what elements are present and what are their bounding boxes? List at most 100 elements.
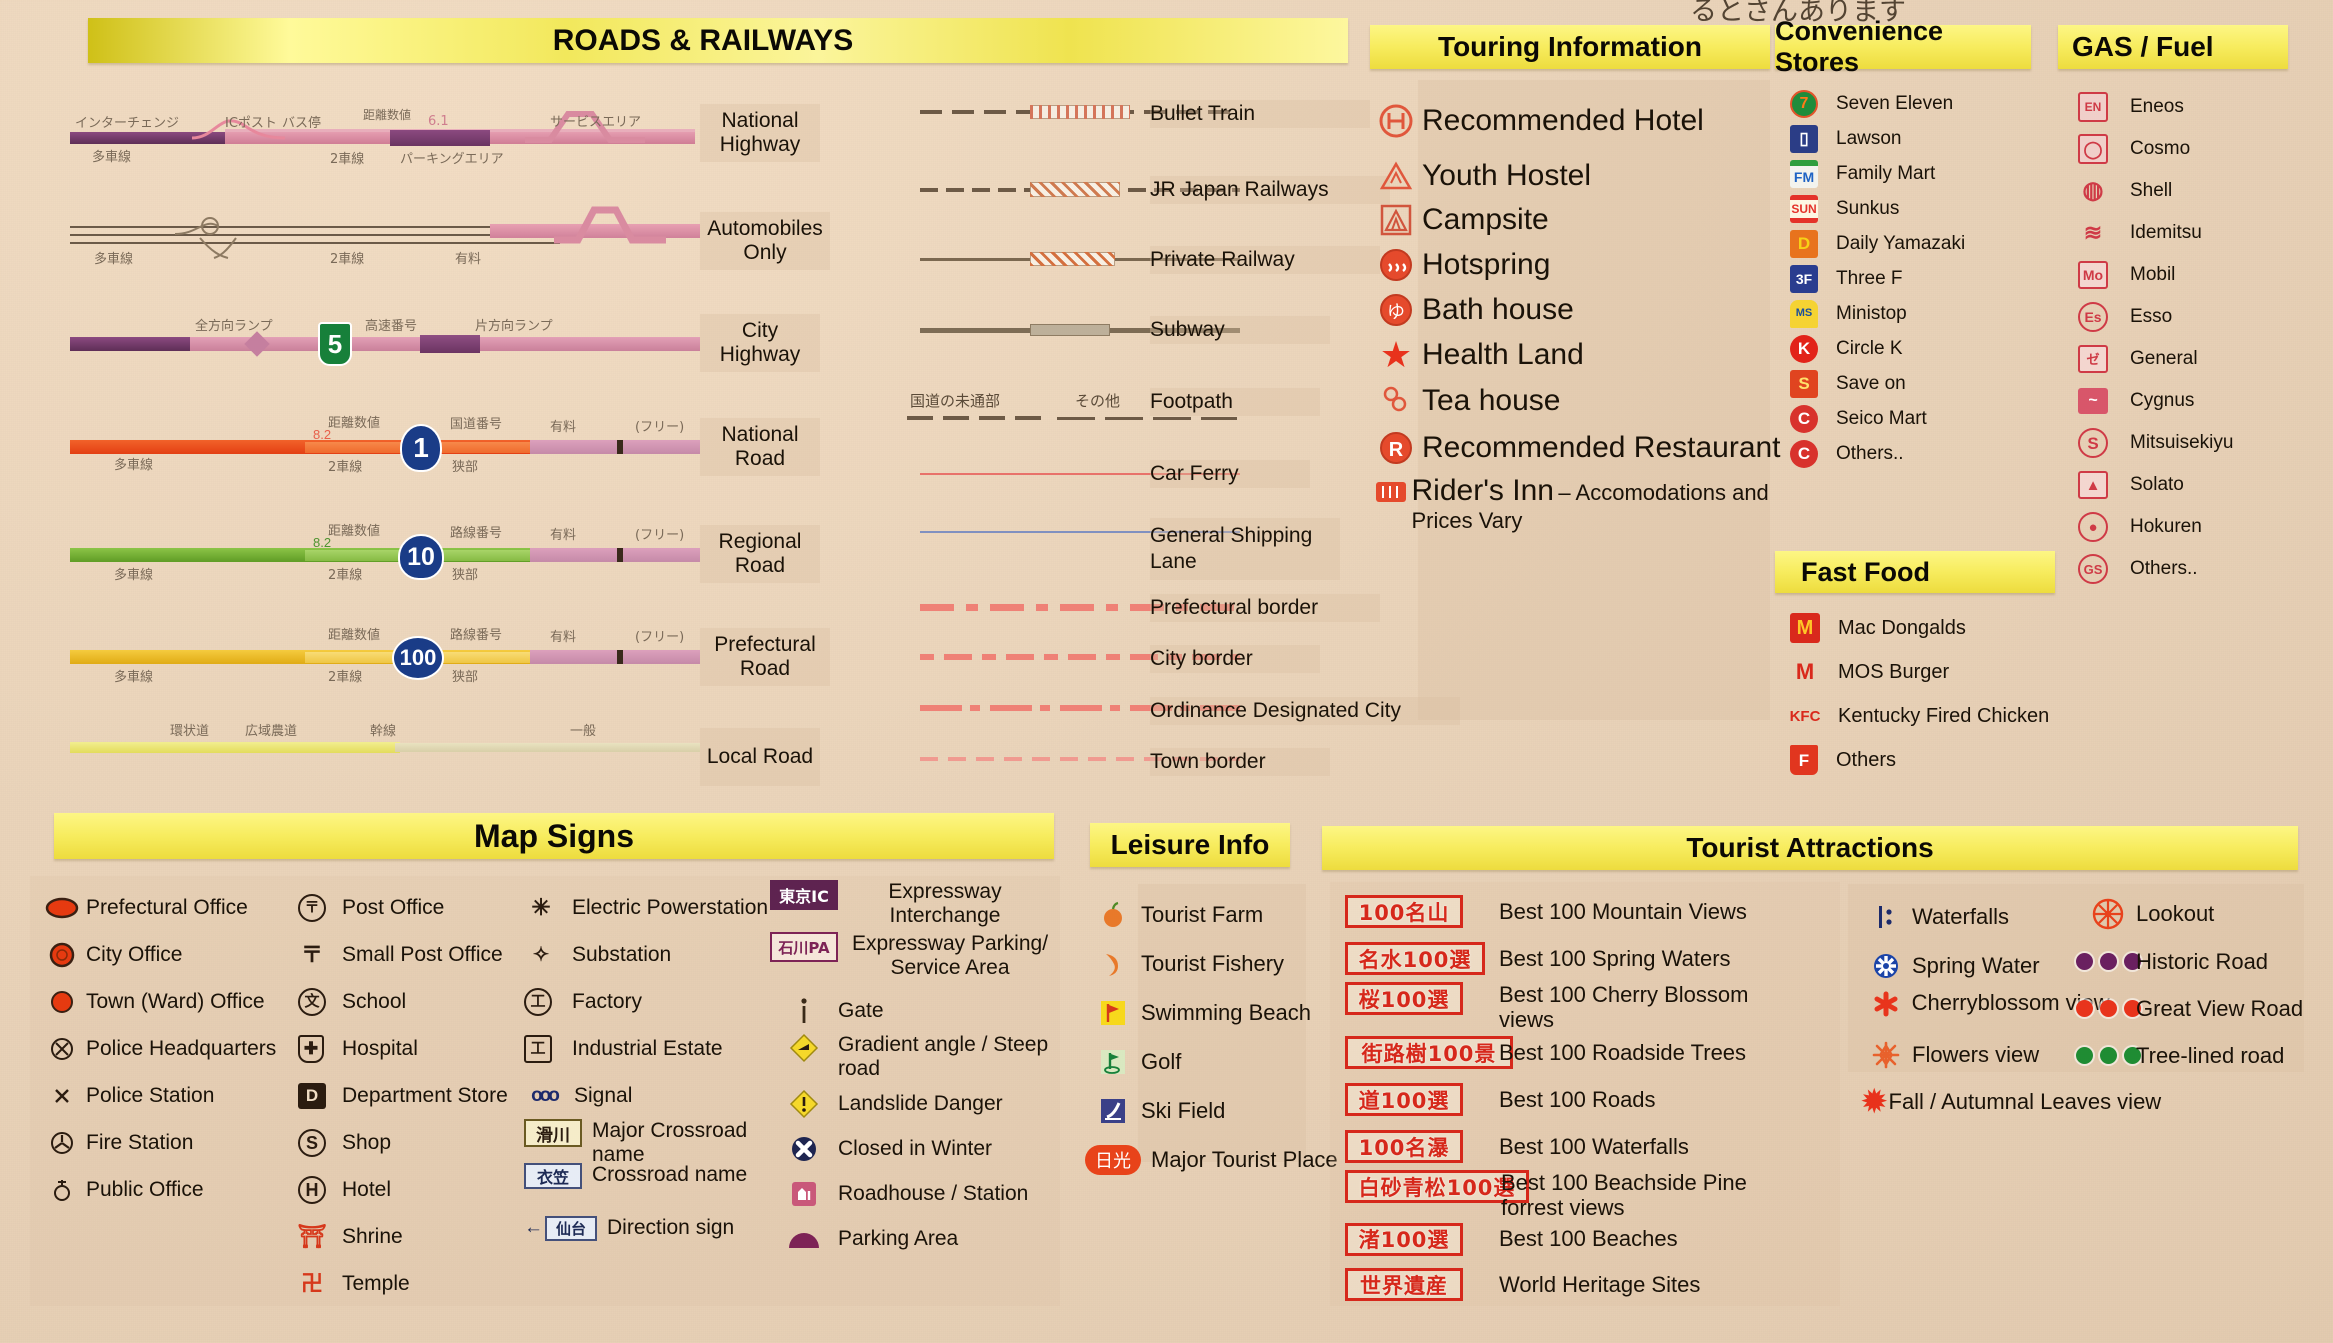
store-item[interactable]: 3F Three F [1790,261,2070,296]
store-item[interactable]: ▯ Lawson [1790,121,2070,156]
stamp-row[interactable]: 世界遺産 World Heritage Sites [1345,1261,1845,1308]
road-annotation: 路線番号 [450,628,503,643]
map-sign-gate[interactable]: Gate [770,988,1060,1033]
map-sign-electric-powerstation[interactable]: ✳ Electric Powerstation [524,884,774,931]
stamp-row[interactable]: 桜100選 Best 100 Cherry Blossom views [1345,982,1845,1032]
map-sign-factory[interactable]: 工 Factory [524,978,774,1025]
map-sign-shop[interactable]: S Shop [298,1119,548,1166]
stamp-row[interactable]: 100名瀑 Best 100 Waterfalls [1345,1123,1845,1170]
gas-item[interactable]: ≋ Idemitsu [2078,212,2333,254]
map-sign-fire-station[interactable]: Fire Station [38,1119,288,1166]
map-sign-crossroad-name[interactable]: 衣笠 Crossroad name [524,1163,774,1207]
cosmo-logo: ◯ [2078,134,2108,164]
stamp-row[interactable]: 白砂青松100選 Best 100 Beachside Pine forrest … [1345,1170,1845,1220]
map-sign-city-office[interactable]: City Office [38,931,288,978]
map-sign-shrine[interactable]: ⛩ Shrine [297,1213,548,1260]
map-sign-gradient-steep-road[interactable]: Gradient angle / Steep road [770,1033,1060,1081]
touring-item-bath-house[interactable]: ゆ Bath house [1370,287,1790,332]
tourist-symbol-label: Flowers view [1912,1042,2040,1067]
map-sign-school[interactable]: 文 School [298,978,548,1025]
map-sign-direction-sign[interactable]: ← 仙台 Direction sign [524,1207,774,1249]
touring-item-recommended-hotel[interactable]: Recommended Hotel [1370,88,1790,154]
tourist-attraction-stamps: 100名山 Best 100 Mountain Views 名水100選 Best … [1345,888,1845,1308]
map-sign-prefectural-office[interactable]: Prefectural Office [38,884,288,931]
leisure-item-tourist-farm[interactable]: Tourist Farm [1085,890,1345,939]
tourist-symbol-spring-water[interactable]: Spring Water [1860,941,2110,990]
store-item[interactable]: K Circle K [1790,331,2070,366]
gas-item[interactable]: ~ Cygnus [2078,380,2333,422]
gas-item[interactable]: ● Hokuren [2078,506,2333,548]
map-sign-temple[interactable]: 卍 Temple [298,1260,548,1307]
gas-item[interactable]: S Mitsuisekiyu [2078,422,2333,464]
map-sign-hotel[interactable]: H Hotel [298,1166,548,1213]
store-item[interactable]: MS Ministop [1790,296,2070,331]
youth-hostel-triangle-icon [1370,161,1422,191]
tourist-symbol-great-view-road[interactable]: Great View Road [2075,985,2333,1032]
map-sign-expressway-interchange[interactable]: 東京IC Expressway Interchange [770,880,1060,932]
gas-item[interactable]: GS Others.. [2078,548,2333,590]
fast-food-item[interactable]: M MOS Burger [1790,650,2110,694]
map-sign-roadhouse-station[interactable]: Roadhouse / Station [770,1171,1060,1216]
touring-item-riders-inn[interactable]: Rider's Inn – Accomodations and Prices V… [1370,472,1790,533]
store-item[interactable]: C Seico Mart [1790,401,2070,436]
rail-label-city-border: City border [1150,645,1320,673]
tourist-symbol-cherryblossom[interactable]: Cherryblossom view [1860,990,2110,1032]
map-sign-police-hq[interactable]: Police Headquarters [38,1025,288,1072]
map-sign-police-station[interactable]: Police Station [38,1072,288,1119]
stamp-row[interactable]: 街路樹100景 Best 100 Roadside Trees [1345,1029,1845,1076]
leisure-item-golf[interactable]: Golf [1085,1037,1345,1086]
tourist-symbol-historic-road[interactable]: Historic Road [2075,938,2333,985]
map-sign-small-post-office[interactable]: 〒 Small Post Office [298,931,548,978]
gas-item[interactable]: Mo Mobil [2078,254,2333,296]
touring-item-youth-hostel[interactable]: Youth Hostel [1370,154,1790,198]
gas-item[interactable]: EN Eneos [2078,86,2333,128]
gas-item[interactable]: ゼ General [2078,338,2333,380]
fast-food-item[interactable]: KFC Kentucky Fired Chicken [1790,694,2110,738]
map-sign-expressway-pa-sa[interactable]: 石川PA Expressway Parking/ Service Area [770,932,1060,988]
touring-item-hotspring[interactable]: Hotspring [1370,242,1790,287]
touring-item-health-land[interactable]: ★ Health Land [1370,332,1790,378]
leisure-item-tourist-fishery[interactable]: Tourist Fishery [1085,939,1345,988]
map-sign-public-office[interactable]: Public Office [38,1166,288,1213]
map-sign-post-office[interactable]: 〒 Post Office [298,884,548,931]
stamp-row[interactable]: 道100選 Best 100 Roads [1345,1076,1845,1123]
tourist-symbol-flowers-view[interactable]: Flowers view [1860,1032,2110,1078]
tourist-symbol-tree-lined-road[interactable]: Tree-lined road [2075,1032,2333,1079]
store-item[interactable]: S Save on [1790,366,2070,401]
map-sign-major-crossroad-name[interactable]: 滑川 Major Crossroad name [524,1119,774,1166]
touring-item-tea-house[interactable]: Tea house [1370,378,1790,424]
gas-item[interactable]: ◯ Cosmo [2078,128,2333,170]
store-item[interactable]: D Daily Yamazaki [1790,226,2070,261]
road-annotation: 高速番号 [365,319,418,334]
gas-item[interactable]: ▲ Solato [2078,464,2333,506]
tourist-symbol-waterfalls[interactable]: Waterfalls [1860,892,2110,941]
map-sign-hospital[interactable]: ✚ Hospital [298,1025,548,1072]
gas-item[interactable]: Es Esso [2078,296,2333,338]
map-sign-signal[interactable]: ooo Signal [524,1072,774,1119]
map-sign-landslide-danger[interactable]: Landslide Danger [770,1081,1060,1126]
store-item[interactable]: FM Family Mart [1790,156,2070,191]
map-sign-department-store[interactable]: D Department Store [298,1072,548,1119]
stamp-row[interactable]: 渚100選 Best 100 Beaches [1345,1217,1845,1261]
store-item[interactable]: C Others.. [1790,436,2070,471]
fast-food-item[interactable]: F Others [1790,738,2110,782]
fast-food-item[interactable]: M Mac Dongalds [1790,606,2110,650]
store-item[interactable]: 7 Seven Eleven [1790,86,2070,121]
stamp-row[interactable]: 100名山 Best 100 Mountain Views [1345,888,1845,935]
road-row-local-road: 環状道 広域農道 幹線 一般 [70,712,700,772]
leisure-item-swimming-beach[interactable]: Swimming Beach [1085,988,1345,1037]
map-sign-substation[interactable]: ✧ Substation [524,931,774,978]
store-item[interactable]: SUN Sunkus [1790,191,2070,226]
gas-item[interactable]: ◍ Shell [2078,170,2333,212]
map-sign-industrial-estate[interactable]: 工 Industrial Estate [524,1025,774,1072]
map-sign-town-office[interactable]: Town (Ward) Office [38,978,288,1025]
tourist-symbol-autumn-leaves[interactable]: ✹ Fall / Autumnal Leaves view [1860,1078,2161,1126]
leisure-item-ski-field[interactable]: Ski Field [1085,1086,1345,1135]
map-sign-parking-area[interactable]: Parking Area [770,1216,1060,1261]
leisure-item-major-tourist-place[interactable]: 日光 Major Tourist Place [1085,1135,1345,1184]
touring-item-campsite[interactable]: Campsite [1370,198,1790,242]
stamp-row[interactable]: 名水100選 Best 100 Spring Waters [1345,935,1845,982]
map-sign-closed-in-winter[interactable]: Closed in Winter [770,1126,1060,1171]
touring-item-recommended-restaurant[interactable]: R Recommended Restaurant [1370,424,1790,472]
tourist-symbol-lookout[interactable]: Lookout [2080,890,2333,938]
